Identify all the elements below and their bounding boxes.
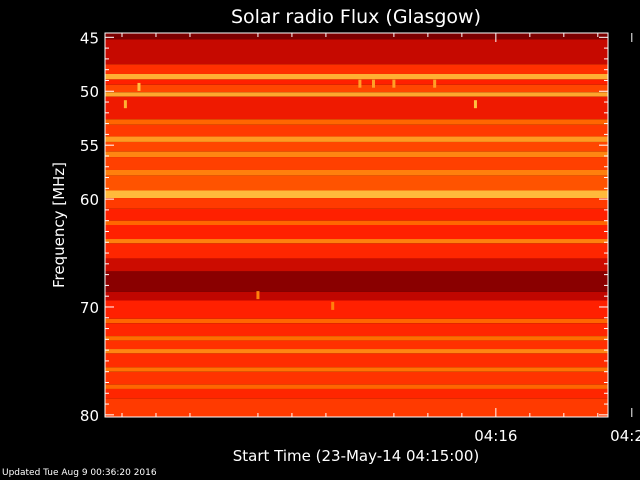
burst-mark bbox=[371, 79, 375, 88]
y-tick-label: 60 bbox=[80, 191, 99, 209]
frequency-band bbox=[105, 388, 608, 399]
frequency-band bbox=[105, 169, 608, 176]
frequency-band bbox=[105, 73, 608, 80]
frequency-band bbox=[105, 124, 608, 137]
updated-timestamp: Updated Tue Aug 9 00:36:20 2016 bbox=[2, 468, 157, 478]
frequency-band bbox=[105, 151, 608, 158]
burst-mark bbox=[358, 79, 362, 88]
frequency-band bbox=[105, 175, 608, 191]
frequency-band bbox=[105, 190, 608, 199]
frequency-band bbox=[105, 349, 608, 354]
frequency-band bbox=[105, 119, 608, 125]
frequency-band bbox=[105, 243, 608, 259]
frequency-band bbox=[105, 353, 608, 368]
burst-mark bbox=[473, 100, 477, 109]
x-tick-label: 04:16 bbox=[474, 427, 517, 445]
y-tick-label: 55 bbox=[80, 137, 99, 155]
frequency-band bbox=[105, 336, 608, 341]
y-tick-label: 50 bbox=[80, 83, 99, 101]
frequency-band bbox=[105, 92, 608, 97]
burst-mark bbox=[256, 291, 260, 300]
frequency-band bbox=[105, 33, 608, 40]
burst-mark bbox=[331, 301, 335, 310]
burst-mark bbox=[137, 82, 141, 91]
frequency-band bbox=[105, 300, 608, 319]
frequency-band bbox=[105, 239, 608, 244]
y-axis: 45 50 55 60 70 80 bbox=[80, 29, 608, 425]
burst-mark bbox=[392, 79, 396, 88]
frequency-band bbox=[105, 220, 608, 225]
frequency-band bbox=[105, 84, 608, 93]
y-tick-label: 45 bbox=[80, 29, 99, 47]
frequency-band bbox=[105, 136, 608, 142]
frequency-band bbox=[105, 367, 608, 372]
frequency-band bbox=[105, 323, 608, 337]
frequency-band bbox=[105, 208, 608, 221]
frequency-band bbox=[105, 398, 608, 417]
frequency-band bbox=[105, 39, 608, 65]
plot-border bbox=[104, 32, 609, 418]
y-tick-label: 80 bbox=[80, 407, 99, 425]
x-axis-label: Start Time (23-May-14 04:15:00) bbox=[233, 447, 479, 465]
x-tick-label: 04:20 bbox=[610, 427, 640, 445]
burst-features bbox=[123, 79, 477, 310]
frequency-band bbox=[105, 79, 608, 85]
frequency-band bbox=[105, 318, 608, 324]
frequency-band bbox=[105, 340, 608, 350]
frequency-bands bbox=[105, 33, 608, 417]
burst-mark bbox=[433, 79, 437, 88]
frequency-band bbox=[105, 371, 608, 385]
chart-title: Solar radio Flux (Glasgow) bbox=[231, 6, 481, 28]
frequency-band bbox=[105, 258, 608, 272]
frequency-band bbox=[105, 384, 608, 389]
y-tick-label: 70 bbox=[80, 299, 99, 317]
frequency-band bbox=[105, 225, 608, 240]
y-axis-label: Frequency [MHz] bbox=[50, 162, 68, 288]
frequency-band bbox=[105, 141, 608, 152]
frequency-band bbox=[105, 198, 608, 209]
burst-mark bbox=[123, 100, 127, 109]
frequency-band bbox=[105, 271, 608, 292]
frequency-band bbox=[105, 96, 608, 120]
frequency-band bbox=[105, 64, 608, 74]
frequency-band bbox=[105, 291, 608, 301]
frequency-band bbox=[105, 157, 608, 170]
